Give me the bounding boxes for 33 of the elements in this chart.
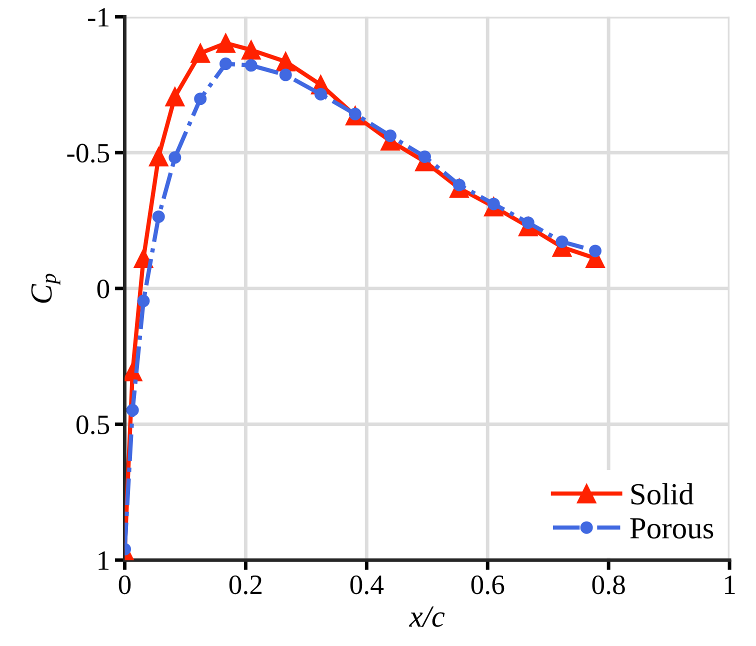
point — [314, 88, 327, 100]
point — [244, 59, 258, 72]
y-tick-label: -1 — [88, 8, 108, 26]
point — [148, 146, 168, 166]
x-tick-label: 1 — [725, 576, 735, 594]
legend-label: Porous — [630, 518, 714, 539]
point — [137, 294, 150, 308]
point — [384, 130, 396, 142]
legend-label: Solid — [631, 483, 694, 505]
point — [279, 68, 292, 82]
y-tick-label: -0.5 — [67, 144, 110, 163]
x-axis-title: x/c — [408, 606, 445, 627]
point — [556, 235, 568, 248]
y-tick-label: 1 — [98, 551, 108, 570]
x-tick-label: 0.2 — [229, 575, 262, 594]
point — [165, 86, 185, 106]
x-tick-label: 0.6 — [471, 575, 504, 594]
point — [126, 404, 139, 416]
point — [241, 40, 261, 60]
y-tick-label: 0.5 — [76, 415, 110, 434]
x-tick-label: 0 — [118, 575, 131, 594]
point — [152, 210, 165, 223]
point — [168, 151, 182, 164]
point — [418, 150, 431, 163]
x-tick-label: 0.8 — [592, 575, 625, 594]
point — [216, 33, 236, 53]
x-tick-label: 0.4 — [350, 575, 384, 594]
point — [190, 43, 210, 63]
point — [219, 58, 232, 70]
point — [194, 92, 207, 106]
point — [589, 244, 602, 258]
y-axis-title: C$_{p}$ — [31, 274, 60, 303]
y-tick-label: 0 — [97, 280, 110, 298]
